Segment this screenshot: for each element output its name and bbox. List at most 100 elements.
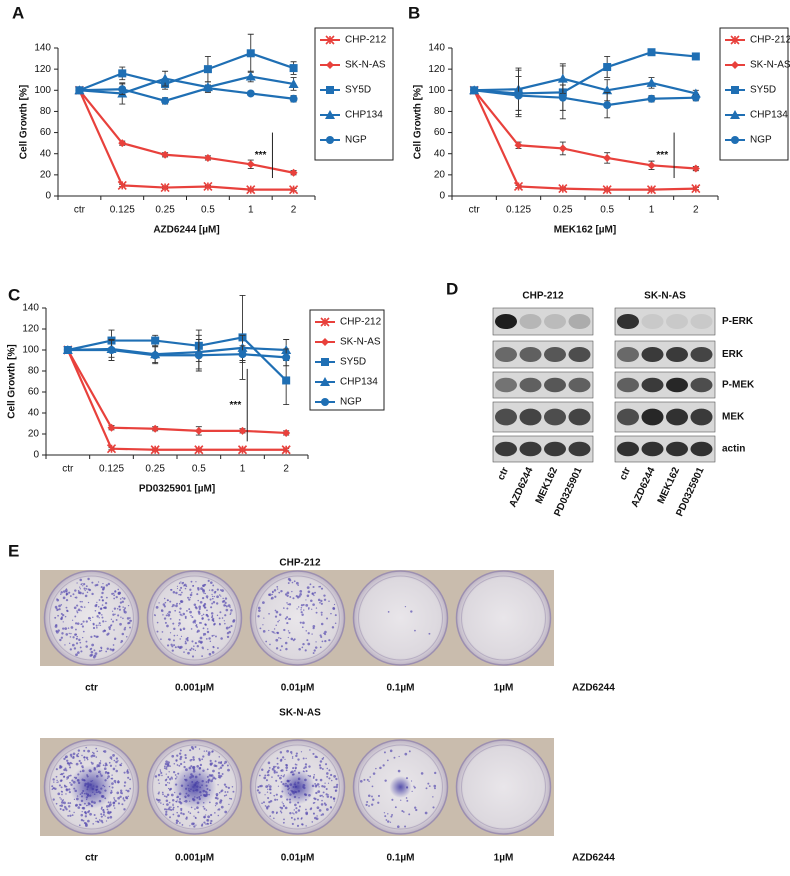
colony-dot <box>191 616 194 619</box>
colony-dot <box>271 593 273 596</box>
blot-band <box>495 408 517 426</box>
colony-dot <box>259 627 262 630</box>
colony-dot <box>77 651 80 654</box>
colony-dot <box>209 813 213 817</box>
lane-label: ctr <box>496 466 511 482</box>
colony-dot <box>66 609 69 612</box>
colony-dot <box>210 606 213 609</box>
colony-dot <box>184 617 187 620</box>
colony-dot <box>207 815 211 819</box>
colony-dot <box>218 791 221 794</box>
colony-dot <box>89 648 92 651</box>
colony-dot <box>298 595 301 598</box>
blot-band <box>666 408 688 426</box>
colony-dot <box>225 626 229 630</box>
colony-dot <box>285 769 288 772</box>
colony-dot <box>211 595 214 597</box>
colony-dot <box>105 805 109 808</box>
colony-dot <box>165 614 168 617</box>
colony-dot <box>198 605 202 609</box>
colony-dot <box>84 594 88 598</box>
colony-dot <box>198 757 201 760</box>
colony-dot <box>414 629 416 632</box>
colony-dot <box>264 805 267 807</box>
colony-dot <box>201 614 203 617</box>
colony-dot <box>433 784 437 788</box>
colony-dot <box>61 632 64 635</box>
colony-dot <box>230 797 233 800</box>
colony-dot <box>275 624 277 627</box>
colony-dot <box>214 805 217 807</box>
colony-dot <box>158 602 160 604</box>
colony-dot <box>123 781 127 784</box>
colony-dot <box>62 596 66 600</box>
colony-dot <box>275 765 277 768</box>
colony-dot <box>301 626 304 629</box>
colony-dot <box>315 778 318 782</box>
colony-dot <box>56 781 58 784</box>
colony-dot <box>65 591 68 593</box>
y-tick-label: 40 <box>434 148 446 159</box>
colony-dot <box>109 803 112 806</box>
colony-dot <box>167 782 169 784</box>
blot-band <box>690 441 713 457</box>
legend-label: SK-N-AS <box>345 60 386 71</box>
colony-dot <box>318 809 322 812</box>
y-axis-title: Cell Growth [%] <box>413 85 424 159</box>
colony-dot <box>81 583 83 585</box>
colony-dot <box>81 606 84 608</box>
colony-dot <box>221 764 224 767</box>
colony-dot <box>277 620 279 623</box>
colony-dot <box>87 577 90 581</box>
colony-dot <box>72 752 76 756</box>
colony-dot <box>165 766 168 769</box>
colony-dot <box>168 771 170 773</box>
colony-dot <box>90 635 93 638</box>
colony-dot <box>113 607 117 610</box>
dose-label: 0.01µM <box>281 853 315 864</box>
colony-dot <box>278 591 281 594</box>
colony-dot <box>205 809 208 811</box>
colony-dot <box>112 644 115 646</box>
colony-dot <box>226 791 229 793</box>
legend-label: SK-N-AS <box>750 60 790 71</box>
colony-dot <box>213 764 217 767</box>
colony-dot <box>89 654 93 657</box>
colony-dot <box>301 613 304 617</box>
colony-dot <box>115 760 118 764</box>
colony-dot <box>321 640 324 643</box>
colony-dot <box>68 810 71 812</box>
colony-dot <box>295 595 298 598</box>
colony-dot <box>305 757 307 760</box>
data-point <box>237 445 248 455</box>
colony-dot <box>68 774 71 777</box>
colony-dot <box>178 764 181 767</box>
data-point <box>647 48 656 57</box>
blot-band <box>641 346 664 363</box>
legend-label: CHP134 <box>345 110 383 121</box>
data-point <box>194 351 203 360</box>
panel-letter: D <box>446 279 458 298</box>
blot-band <box>666 313 688 330</box>
colony-dot <box>105 820 108 822</box>
colony-dot <box>213 623 216 626</box>
data-point <box>151 351 160 360</box>
data-point <box>289 185 299 195</box>
colony-dot <box>218 617 221 620</box>
colony-dot <box>77 755 80 758</box>
colony-dot <box>120 616 122 618</box>
colony-dot <box>307 632 310 635</box>
colony-dot <box>288 603 292 606</box>
series-line <box>67 336 287 382</box>
colony-dot <box>228 626 231 629</box>
colony-dot <box>267 805 270 808</box>
colony-dot <box>183 651 185 653</box>
colony-dot <box>81 636 84 639</box>
dose-label: 0.1µM <box>387 853 415 864</box>
colony-dot <box>212 601 216 604</box>
colony-dot <box>60 604 63 606</box>
colony-dot <box>120 791 123 794</box>
colony-dot <box>69 753 73 757</box>
colony-dot <box>162 793 164 796</box>
colony-dot <box>299 621 302 624</box>
